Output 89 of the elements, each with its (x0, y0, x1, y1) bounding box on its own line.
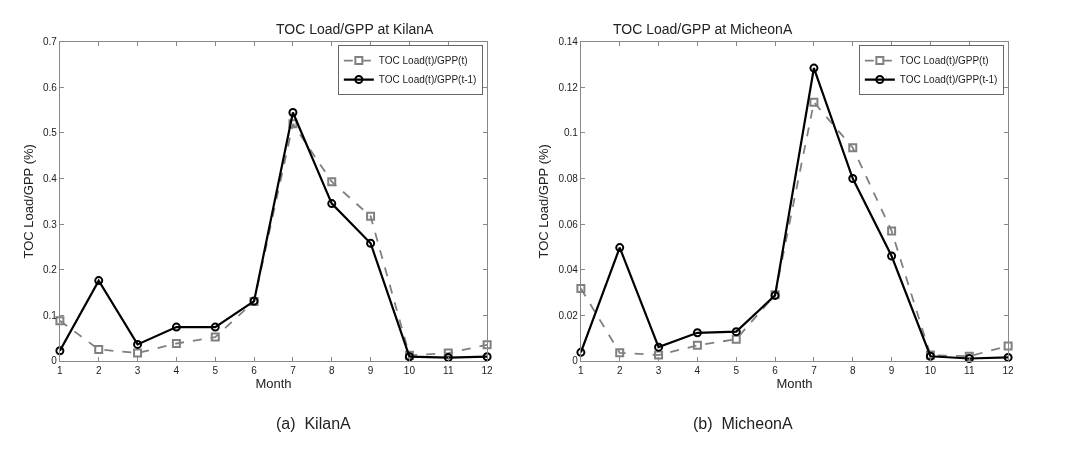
y-tick-label: 0.3 (42, 218, 58, 230)
y-tick-label: 0.12 (558, 81, 579, 93)
y-tick-label: 0.6 (42, 81, 58, 93)
x-tick-label: 5 (733, 364, 740, 376)
chart-title: TOC Load/GPP at KilanA (276, 21, 435, 37)
point (94, 276, 104, 286)
x-tick-label: 12 (1002, 364, 1015, 376)
point (482, 352, 492, 362)
point (55, 316, 65, 326)
y-tick-label: 0.08 (558, 173, 579, 185)
legend-label: TOC Load(t)/GPP(t) (899, 55, 989, 67)
point (848, 174, 858, 184)
point (809, 97, 819, 107)
point (366, 238, 376, 248)
x-tick-label: 9 (888, 364, 895, 376)
point (848, 143, 858, 153)
y-tick-label: 0.5 (42, 127, 58, 139)
text: (b) MicheonA (693, 415, 793, 432)
x-tick-label: 8 (328, 364, 335, 376)
x-tick-label: 8 (849, 364, 856, 376)
y-axis-title: TOC Load/GPP (%) (536, 144, 552, 259)
x-tick-label: 10 (924, 364, 937, 376)
x-tick-label: 2 (95, 364, 102, 376)
point (288, 107, 298, 117)
point (1003, 341, 1013, 351)
y-tick-label: 0.2 (42, 264, 58, 276)
y-tick-label: 0.1 (563, 127, 579, 139)
point (366, 211, 376, 221)
x-tick-label: 4 (173, 364, 180, 376)
x-tick-label: 1 (57, 364, 64, 376)
x-tick-label: 7 (290, 364, 297, 376)
point (55, 346, 65, 356)
point (443, 348, 453, 358)
x-tick-label: 11 (443, 364, 454, 376)
y-tick-label: 0.06 (558, 218, 579, 230)
y-tick-label: 0.14 (558, 36, 579, 48)
x-tick-label: 3 (134, 364, 141, 376)
point (482, 340, 492, 350)
text: (a) KilanA (276, 415, 352, 432)
point (576, 284, 586, 294)
x-tick-label: 11 (964, 364, 975, 376)
point (171, 338, 181, 348)
point (210, 332, 220, 342)
point (887, 251, 897, 261)
point (692, 328, 702, 338)
x-tick-label: 10 (403, 364, 416, 376)
x-tick-label: 4 (694, 364, 701, 376)
y-axis-title: TOC Load/GPP (%) (20, 144, 36, 259)
y-tick-label: 0 (51, 355, 58, 367)
point (133, 348, 143, 358)
y-tick-label: 0 (572, 355, 579, 367)
x-tick-label: 7 (811, 364, 818, 376)
point (133, 339, 143, 349)
point (654, 342, 664, 352)
point (615, 348, 625, 358)
x-tick-label: 5 (212, 364, 219, 376)
x-axis-title: Month (776, 375, 813, 391)
point (654, 350, 664, 360)
legend-label: TOC Load(t)/GPP(t) (378, 55, 468, 67)
point (731, 327, 741, 337)
x-tick-label: 2 (616, 364, 623, 376)
point (210, 322, 220, 332)
y-tick-label: 0.7 (42, 36, 58, 48)
chart-title: TOC Load/GPP at MicheonA (613, 21, 793, 37)
point (288, 119, 298, 129)
x-tick-label: 6 (772, 364, 779, 376)
point (94, 344, 104, 354)
legend-label: TOC Load(t)/GPP(t-1) (899, 74, 998, 86)
legend-label: TOC Load(t)/GPP(t-1) (378, 74, 477, 86)
point (1003, 352, 1013, 362)
point (576, 347, 586, 357)
y-tick-label: 0.4 (42, 173, 58, 185)
point (171, 322, 181, 332)
x-axis-title: Month (255, 375, 292, 391)
point (327, 177, 337, 187)
x-tick-label: 6 (251, 364, 258, 376)
x-tick-label: 12 (481, 364, 494, 376)
point (731, 334, 741, 344)
y-tick-label: 0.1 (42, 309, 58, 321)
point (327, 199, 337, 209)
x-tick-label: 3 (655, 364, 662, 376)
point (809, 63, 819, 73)
y-tick-label: 0.04 (558, 264, 579, 276)
y-tick-label: 0.02 (558, 309, 579, 321)
x-tick-label: 9 (367, 364, 374, 376)
point (615, 243, 625, 253)
point (887, 226, 897, 236)
x-tick-label: 1 (578, 364, 585, 376)
point (692, 340, 702, 350)
